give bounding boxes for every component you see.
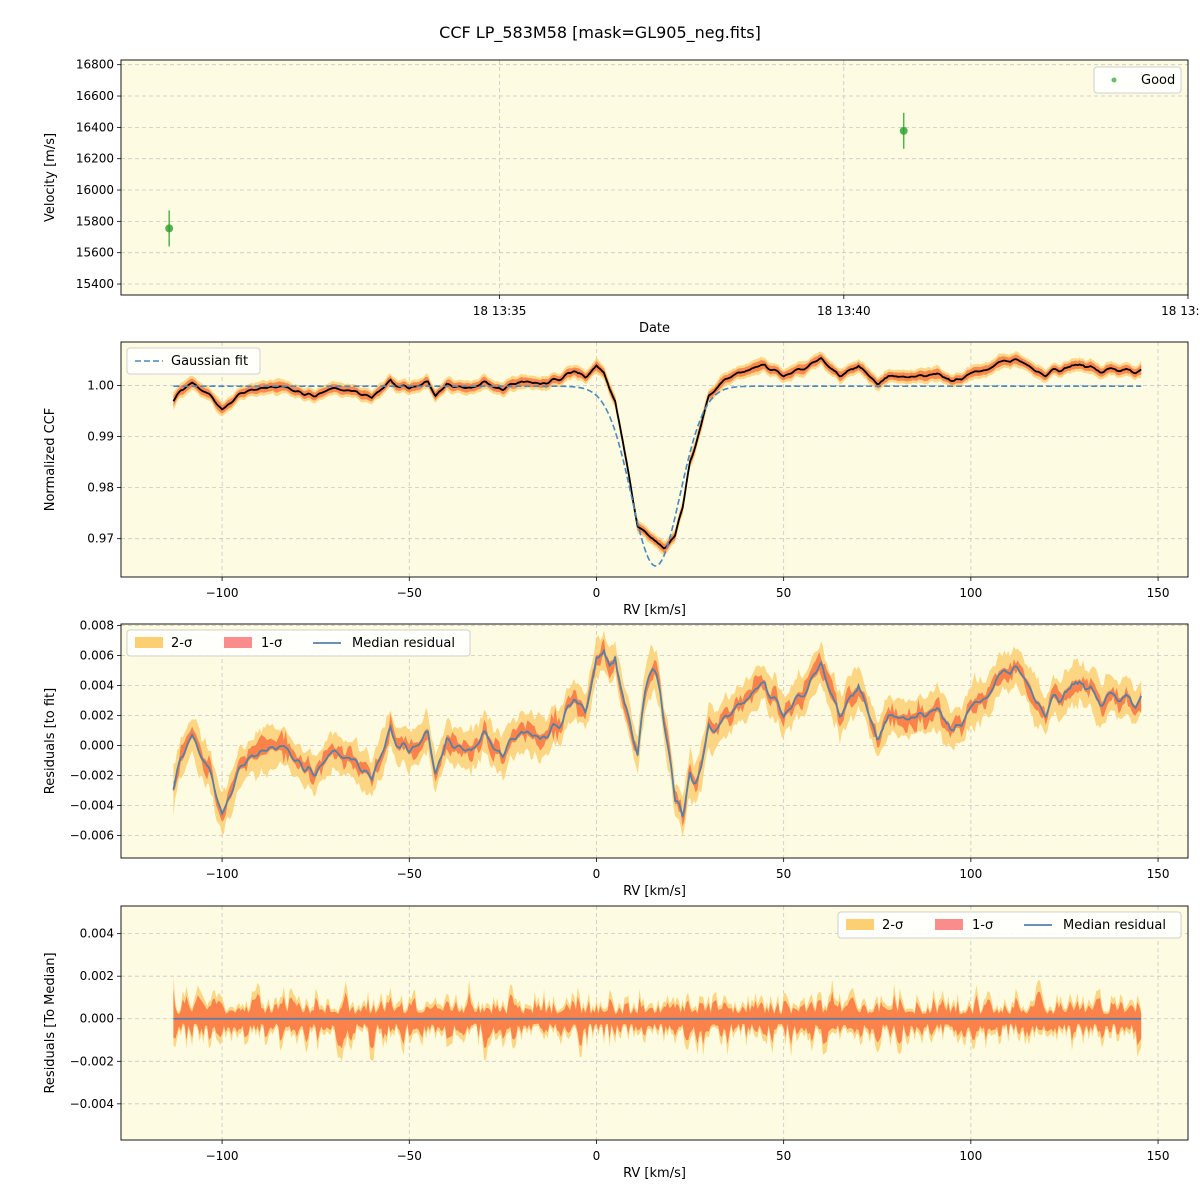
legend-frame bbox=[837, 911, 1182, 939]
y-tick-label: 0.99 bbox=[87, 430, 114, 444]
legend: Good bbox=[1093, 66, 1182, 94]
x-tick-label: −100 bbox=[206, 586, 239, 600]
axes-frame bbox=[120, 341, 1189, 578]
legend-label-2sigma: 2-σ bbox=[171, 636, 192, 651]
x-tick-label: 18 13:35 bbox=[473, 304, 527, 318]
y-tick-label: 0.000 bbox=[80, 1012, 114, 1026]
y-tick-label: 0.97 bbox=[87, 532, 114, 546]
y-tick-label: −0.006 bbox=[70, 829, 114, 843]
legend-label-2sigma: 2-σ bbox=[882, 918, 903, 933]
ccf-2sigma-band bbox=[173, 351, 1142, 557]
y-tick-label: 0.000 bbox=[80, 739, 114, 753]
y-tick-label: 15400 bbox=[76, 277, 114, 291]
x-tick-label: 50 bbox=[776, 586, 791, 600]
x-tick-label: 150 bbox=[1147, 586, 1170, 600]
figure-title: CCF LP_583M58 [mask=GL905_neg.fits] bbox=[439, 23, 761, 43]
x-tick-label: 0 bbox=[593, 586, 601, 600]
axes-frame bbox=[120, 623, 1189, 859]
x-tick-label: 50 bbox=[776, 867, 791, 881]
legend: 2-σ 1-σ Median residual bbox=[126, 629, 471, 657]
panel-resid_median: −100 −50 0 50 100 150 −0.004 −0.002 0.000 0.002 0.… bbox=[43, 905, 1189, 1181]
residual-series bbox=[172, 630, 1143, 837]
plot-area bbox=[121, 60, 1188, 295]
x-axis-label: RV [km/s] bbox=[623, 884, 686, 899]
axes-frame bbox=[120, 59, 1189, 296]
median-residual-line bbox=[172, 648, 1143, 818]
y-tick-label: 0.002 bbox=[80, 969, 114, 983]
median-residual-series bbox=[173, 976, 1142, 1062]
y-tick-label: 16600 bbox=[76, 89, 114, 103]
legend-label-median: Median residual bbox=[352, 636, 455, 651]
data-point bbox=[899, 126, 908, 135]
legend-frame bbox=[126, 629, 471, 657]
y-tick-label: 15800 bbox=[76, 214, 114, 228]
y-axis-label: Velocity [m/s] bbox=[43, 133, 58, 222]
panel-velocity: 18 13:35 18 13:40 18 13:45 15400 15600 15800 1… bbox=[43, 58, 1200, 336]
y-tick-label: −0.004 bbox=[70, 799, 114, 813]
y-tick-label: 0.004 bbox=[80, 679, 114, 693]
y-axis-label: Normalized CCF bbox=[43, 408, 58, 512]
x-axis-label: RV [km/s] bbox=[623, 603, 686, 618]
ccf-1sigma-band bbox=[173, 354, 1142, 553]
y-tick-label: −0.004 bbox=[70, 1097, 114, 1111]
panel-ccf: −100 −50 0 50 100 150 0.97 0.98 0.99 1.00 RV [km/s… bbox=[43, 341, 1189, 618]
ccf-median-line bbox=[172, 356, 1142, 550]
x-tick-label: 50 bbox=[776, 1149, 791, 1163]
gaussian-fit-line bbox=[173, 385, 1142, 567]
x-tick-label: 0 bbox=[593, 1149, 601, 1163]
y-tick-label: −0.002 bbox=[70, 1054, 114, 1068]
y-tick-label: 16000 bbox=[76, 183, 114, 197]
y-tick-label: 0.006 bbox=[80, 649, 114, 663]
y-tick-label: 0.002 bbox=[80, 709, 114, 723]
x-axis-label: RV [km/s] bbox=[623, 1166, 686, 1181]
x-tick-label: −50 bbox=[397, 1149, 422, 1163]
x-tick-label: 100 bbox=[959, 1149, 982, 1163]
y-axis-label: Residuals [To Median] bbox=[43, 952, 58, 1093]
data-point bbox=[165, 224, 174, 233]
x-tick-label: 100 bbox=[959, 586, 982, 600]
legend: 2-σ 1-σ Median residual bbox=[837, 911, 1182, 939]
legend-label-1sigma: 1-σ bbox=[261, 636, 282, 651]
x-tick-label: −50 bbox=[397, 586, 422, 600]
ccf-series bbox=[172, 351, 1142, 567]
legend-label: Good bbox=[1141, 73, 1175, 88]
x-tick-label: 0 bbox=[593, 867, 601, 881]
x-tick-label: −100 bbox=[206, 1149, 239, 1163]
x-tick-label: 18 13:45 bbox=[1161, 304, 1200, 318]
y-tick-label: −0.002 bbox=[70, 769, 114, 783]
y-tick-label: 16200 bbox=[76, 152, 114, 166]
y-tick-label: 0.004 bbox=[80, 927, 114, 941]
legend: Gaussian fit bbox=[126, 347, 261, 375]
legend-marker-2sigma bbox=[135, 637, 163, 648]
y-axis-label: Residuals [to fit] bbox=[43, 688, 58, 794]
legend-label-median: Median residual bbox=[1063, 918, 1166, 933]
legend-marker-1sigma bbox=[935, 919, 963, 930]
x-tick-label: 150 bbox=[1147, 1149, 1170, 1163]
y-tick-label: 1.00 bbox=[87, 378, 114, 392]
legend-marker bbox=[1111, 77, 1117, 83]
legend-label-1sigma: 1-σ bbox=[972, 918, 993, 933]
x-tick-label: −50 bbox=[397, 867, 422, 881]
y-tick-label: 16800 bbox=[76, 58, 114, 72]
y-tick-label: 15600 bbox=[76, 246, 114, 260]
x-axis-label: Date bbox=[639, 321, 670, 336]
legend-frame bbox=[126, 347, 261, 375]
legend-marker-1sigma bbox=[224, 637, 252, 648]
legend-marker-2sigma bbox=[846, 919, 874, 930]
axes-frame bbox=[120, 905, 1189, 1141]
legend-frame bbox=[1093, 66, 1182, 94]
x-tick-label: 150 bbox=[1147, 867, 1170, 881]
series-good bbox=[165, 112, 908, 247]
x-tick-label: 18 13:40 bbox=[817, 304, 871, 318]
y-tick-label: 16400 bbox=[76, 120, 114, 134]
panel-resid_fit: −100 −50 0 50 100 150 −0.006 −0.004 −0.002 0.000 0… bbox=[43, 619, 1189, 899]
x-tick-label: −100 bbox=[206, 867, 239, 881]
y-tick-label: 0.98 bbox=[87, 481, 114, 495]
y-tick-label: 0.008 bbox=[80, 619, 114, 633]
x-tick-label: 100 bbox=[959, 867, 982, 881]
legend-label: Gaussian fit bbox=[171, 354, 248, 369]
